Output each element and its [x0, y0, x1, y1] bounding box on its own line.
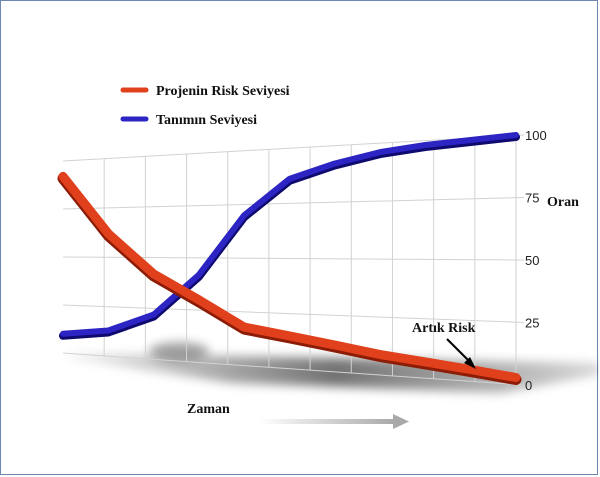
series-point-1 — [377, 149, 383, 155]
x-axis-label: Zaman — [187, 402, 230, 417]
grid-line-h — [62, 134, 525, 162]
y-tick-label: 0 — [525, 378, 532, 393]
series-point-0 — [512, 373, 520, 382]
series-point-0 — [149, 269, 158, 278]
y-tick-label: 100 — [525, 128, 547, 143]
series-point-1 — [196, 272, 202, 278]
series-point-1 — [468, 137, 474, 143]
series-point-1 — [151, 312, 157, 318]
series-line-1 — [60, 132, 519, 337]
time-arrow — [259, 414, 409, 429]
series-point-0 — [330, 341, 339, 349]
series-point-0 — [194, 295, 203, 304]
series-point-1 — [241, 212, 247, 218]
series-point-1 — [422, 142, 428, 148]
series-line-0 — [58, 171, 521, 382]
series-point-0 — [421, 357, 430, 366]
y-tick-label: 50 — [525, 253, 539, 268]
crossing-shadow — [149, 342, 209, 360]
series-point-0 — [104, 229, 113, 238]
y-axis-label: Oran — [547, 195, 579, 210]
series-line-shade-1 — [59, 133, 520, 340]
series-line-shade-0 — [57, 172, 522, 385]
series-point-0 — [466, 365, 475, 374]
series-layer — [57, 132, 522, 385]
y-axis-ticks: 0 25 50 75 100 — [525, 128, 547, 393]
y-tick-label: 75 — [525, 191, 539, 206]
legend-label-definition: Tanımın Seviyesi — [156, 113, 257, 128]
grid-line-h — [62, 197, 525, 210]
annotation-label: Artık Risk — [412, 321, 476, 336]
series-point-1 — [105, 328, 111, 333]
y-tick-label: 25 — [525, 316, 539, 331]
grid — [62, 134, 525, 386]
series-point-1 — [513, 132, 519, 138]
legend: Projenin Risk Seviyesi Tanımın Seviyesi — [120, 84, 290, 128]
series-point-1 — [60, 331, 66, 337]
series-point-0 — [59, 172, 67, 181]
annotation-arrow — [446, 338, 476, 369]
grid-line-h — [62, 304, 525, 323]
series-point-0 — [376, 350, 385, 359]
series-point-0 — [285, 331, 294, 340]
series-point-1 — [287, 176, 292, 182]
legend-label-risk: Projenin Risk Seviyesi — [156, 84, 290, 99]
series-point-0 — [240, 323, 249, 332]
grid-line-h — [62, 352, 525, 386]
series-point-1 — [332, 161, 338, 166]
